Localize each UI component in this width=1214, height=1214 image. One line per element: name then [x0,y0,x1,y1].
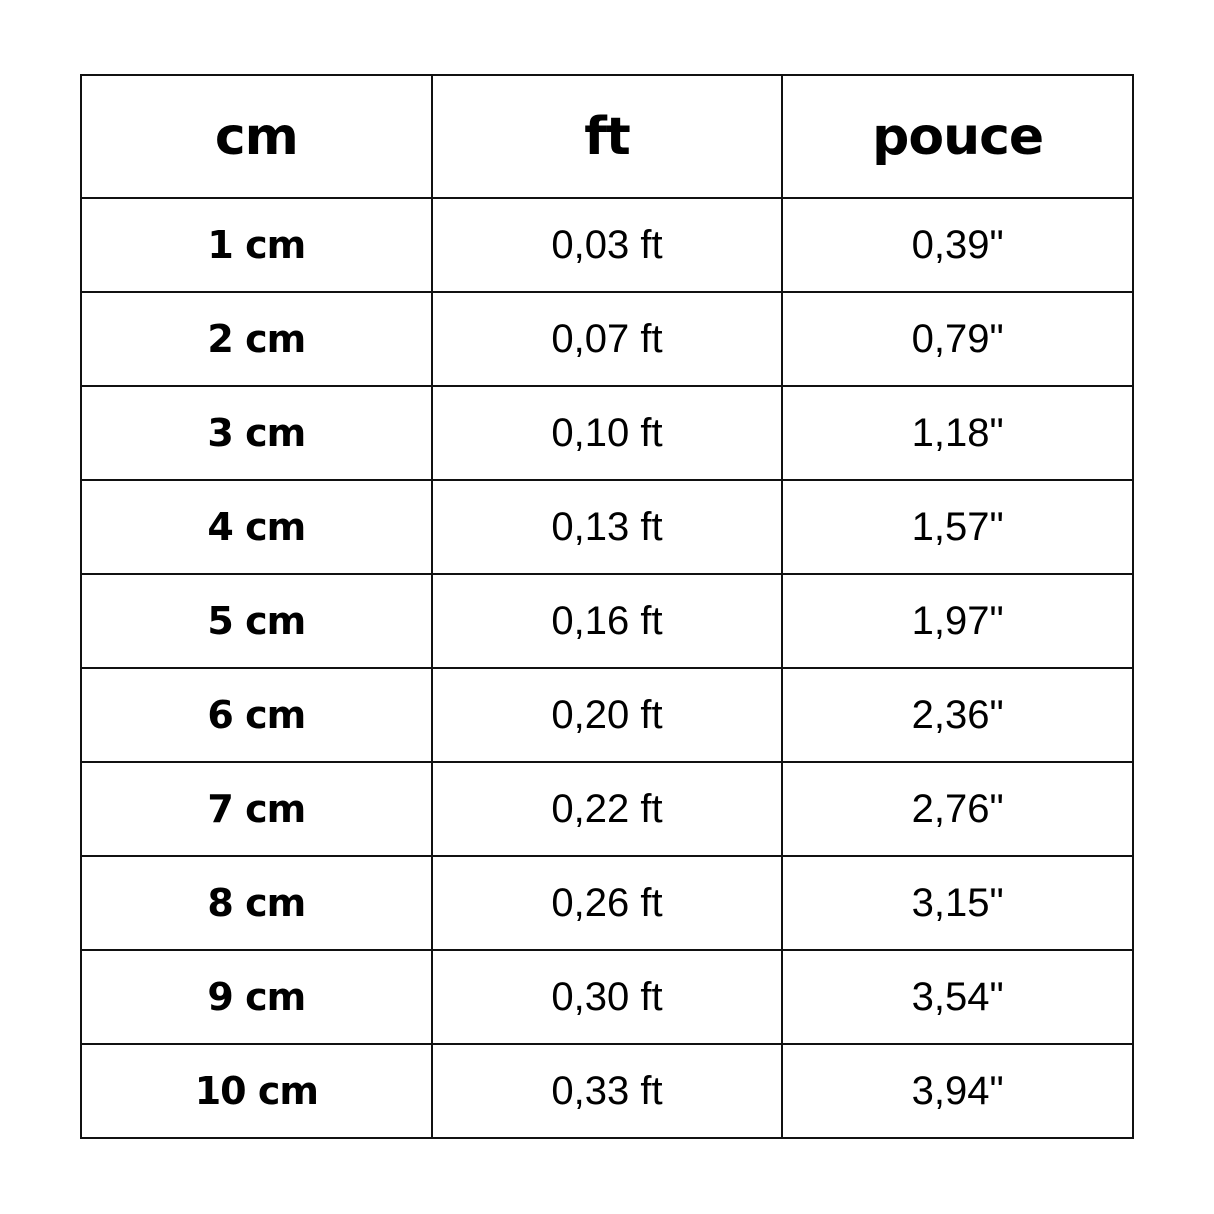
table-row: 6 cm 0,20 ft 2,36" [80,667,1134,763]
table-row: 5 cm 0,16 ft 1,97" [80,573,1134,669]
cell-cm: 9 cm [80,949,433,1045]
table-row: 7 cm 0,22 ft 2,76" [80,761,1134,857]
cell-ft: 0,33 ft [430,1043,784,1139]
cell-cm: 10 cm [80,1043,433,1139]
cell-ft: 0,10 ft [430,385,784,481]
cell-ft: 0,07 ft [430,291,784,387]
table-row: 10 cm 0,33 ft 3,94" [80,1043,1134,1139]
cell-pouce: 3,54" [781,949,1134,1045]
cell-cm: 6 cm [80,667,433,763]
conversion-table: cm ft pouce 1 cm 0,03 ft 0,39" 2 cm 0,07 ft 0… [80,74,1134,1139]
table-row: 9 cm 0,30 ft 3,54" [80,949,1134,1045]
cell-ft: 0,16 ft [430,573,784,669]
table-row: 1 cm 0,03 ft 0,39" [80,197,1134,293]
cell-ft: 0,20 ft [430,667,784,763]
cell-cm: 3 cm [80,385,433,481]
cell-pouce: 0,39" [781,197,1134,293]
table-row: 4 cm 0,13 ft 1,57" [80,479,1134,575]
header-cm: cm [80,74,433,199]
cell-pouce: 2,36" [781,667,1134,763]
cell-pouce: 0,79" [781,291,1134,387]
cell-ft: 0,30 ft [430,949,784,1045]
table-row: 8 cm 0,26 ft 3,15" [80,855,1134,951]
cell-pouce: 1,57" [781,479,1134,575]
header-pouce: pouce [781,74,1134,199]
cell-pouce: 1,18" [781,385,1134,481]
cell-pouce: 1,97" [781,573,1134,669]
header-row: cm ft pouce [80,74,1134,199]
cell-ft: 0,22 ft [430,761,784,857]
cell-cm: 1 cm [80,197,433,293]
table-row: 3 cm 0,10 ft 1,18" [80,385,1134,481]
cell-ft: 0,03 ft [430,197,784,293]
cell-cm: 4 cm [80,479,433,575]
cell-cm: 8 cm [80,855,433,951]
header-ft: ft [430,74,784,199]
cell-ft: 0,26 ft [430,855,784,951]
cell-cm: 5 cm [80,573,433,669]
cell-ft: 0,13 ft [430,479,784,575]
cell-cm: 2 cm [80,291,433,387]
cell-pouce: 3,94" [781,1043,1134,1139]
cell-pouce: 2,76" [781,761,1134,857]
table-row: 2 cm 0,07 ft 0,79" [80,291,1134,387]
cell-pouce: 3,15" [781,855,1134,951]
cell-cm: 7 cm [80,761,433,857]
